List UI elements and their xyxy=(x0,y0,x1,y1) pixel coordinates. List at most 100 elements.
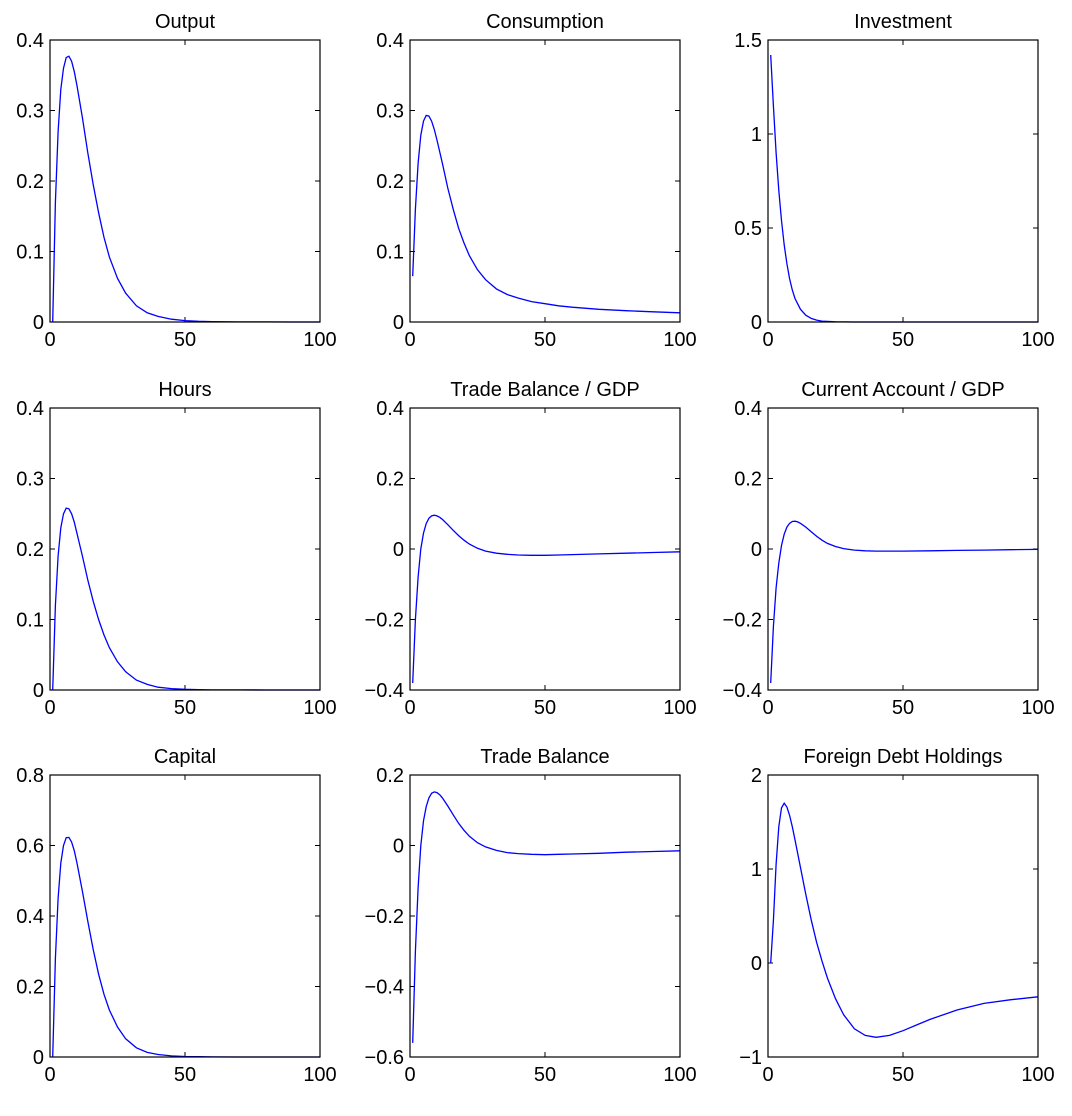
series-line xyxy=(770,54,1038,323)
y-tick-label: 0.2 xyxy=(376,765,404,787)
y-tick-label: 0.3 xyxy=(16,101,44,123)
y-tick-label: 0.4 xyxy=(376,30,404,52)
x-tick-label: 100 xyxy=(1021,697,1054,719)
y-tick-label: −0.6 xyxy=(365,1047,404,1069)
x-tick-label: 100 xyxy=(663,1064,696,1086)
series-line xyxy=(770,520,1039,684)
y-tick-label: 0.1 xyxy=(16,610,44,632)
y-tick-label: 0 xyxy=(33,1047,44,1069)
y-tick-label: 0.4 xyxy=(734,398,762,420)
y-tick-label: 0.2 xyxy=(16,977,44,999)
y-tick-label: 0.5 xyxy=(734,218,762,240)
axes-frame xyxy=(767,774,1039,1058)
panel-5: Trade Balance / GDP 0 50 100 −0.4 −0.2 0 0.2 0.4 xyxy=(365,379,697,719)
axes-frame xyxy=(767,407,1039,691)
axes-frame xyxy=(49,774,321,1058)
y-tick-label: 0 xyxy=(33,312,44,334)
panel-title: Investment xyxy=(854,11,952,33)
y-tick-label: 0.2 xyxy=(376,171,404,193)
x-tick-label: 0 xyxy=(762,697,773,719)
y-tick-label: 0 xyxy=(393,539,404,561)
y-tick-label: 0 xyxy=(393,312,404,334)
series-line xyxy=(412,791,681,1043)
panel-title: Trade Balance xyxy=(480,746,609,768)
y-tick-label: 0.4 xyxy=(16,398,44,420)
y-tick-label: 0 xyxy=(751,953,762,975)
panel-2: Consumption 0 50 100 0 0.1 0.2 0.3 0.4 xyxy=(376,11,697,351)
y-tick-label: 0.2 xyxy=(734,469,762,491)
y-tick-label: 0 xyxy=(33,680,44,702)
x-tick-label: 100 xyxy=(663,697,696,719)
series-line xyxy=(770,801,1039,1038)
x-tick-label: 100 xyxy=(1021,329,1054,351)
panel-title: Foreign Debt Holdings xyxy=(804,746,1003,768)
y-tick-label: 0.2 xyxy=(376,469,404,491)
axes-frame xyxy=(409,39,681,323)
y-tick-label: −0.2 xyxy=(723,610,762,632)
x-tick-label: 0 xyxy=(44,697,55,719)
x-tick-label: 100 xyxy=(303,697,336,719)
y-tick-label: 0.4 xyxy=(16,906,44,928)
y-tick-label: 0.2 xyxy=(16,539,44,561)
y-tick-label: −0.4 xyxy=(723,680,762,702)
y-tick-label: 0 xyxy=(393,836,404,858)
x-tick-label: 100 xyxy=(663,329,696,351)
y-tick-label: 2 xyxy=(751,765,762,787)
panel-3: Investment 0 50 100 0 0.5 1 1.5 xyxy=(734,11,1055,351)
x-tick-label: 50 xyxy=(174,1064,196,1086)
panel-title: Consumption xyxy=(486,11,604,33)
series-line xyxy=(412,514,681,684)
x-tick-label: 0 xyxy=(404,1064,415,1086)
y-tick-label: 0.6 xyxy=(16,836,44,858)
y-tick-label: 0.1 xyxy=(376,242,404,264)
series-line xyxy=(412,114,681,314)
axes-frame xyxy=(49,407,321,691)
y-tick-label: 0.2 xyxy=(16,171,44,193)
x-tick-label: 50 xyxy=(892,697,914,719)
y-tick-label: −0.4 xyxy=(365,680,404,702)
panel-1: Output 0 50 100 0 0.1 0.2 0.3 0.4 xyxy=(16,11,337,351)
y-tick-label: −0.2 xyxy=(365,906,404,928)
panel-6: Current Account / GDP 0 50 100 −0.4 −0.2 0 0.2 0… xyxy=(723,379,1055,719)
y-tick-label: −0.4 xyxy=(365,977,404,999)
y-tick-label: 0.3 xyxy=(376,101,404,123)
y-tick-label: 1.5 xyxy=(734,30,762,52)
x-tick-label: 0 xyxy=(762,1064,773,1086)
x-tick-label: 100 xyxy=(303,329,336,351)
series-line xyxy=(52,836,320,1058)
panel-title: Trade Balance / GDP xyxy=(450,379,639,401)
panel-title: Output xyxy=(155,11,215,33)
x-tick-label: 0 xyxy=(762,329,773,351)
axes-frame xyxy=(409,774,681,1058)
y-tick-label: 1 xyxy=(751,859,762,881)
panel-title: Hours xyxy=(158,379,211,401)
axes-frame xyxy=(409,407,681,691)
x-tick-label: 50 xyxy=(174,329,196,351)
y-tick-label: −0.2 xyxy=(365,610,404,632)
panel-title: Current Account / GDP xyxy=(801,379,1004,401)
panel-8: Trade Balance 0 50 100 −0.6 −0.4 −0.2 0 0.2 xyxy=(365,746,697,1086)
y-tick-label: 0 xyxy=(751,539,762,561)
panel-title: Capital xyxy=(154,746,216,768)
axes-frame xyxy=(49,39,321,323)
y-tick-label: 0.4 xyxy=(376,398,404,420)
x-tick-label: 50 xyxy=(174,697,196,719)
panel-4: Hours 0 50 100 0 0.1 0.2 0.3 0.4 xyxy=(16,379,337,719)
x-tick-label: 50 xyxy=(892,329,914,351)
x-tick-label: 50 xyxy=(892,1064,914,1086)
y-tick-label: 0.3 xyxy=(16,469,44,491)
y-tick-label: 0 xyxy=(751,312,762,334)
y-tick-label: 0.8 xyxy=(16,765,44,787)
x-tick-label: 0 xyxy=(404,329,415,351)
series-line xyxy=(52,507,320,691)
x-tick-label: 0 xyxy=(44,1064,55,1086)
axes-frame xyxy=(767,39,1039,323)
x-tick-label: 100 xyxy=(303,1064,336,1086)
panel-7: Capital 0 50 100 0 0.2 0.4 0.6 0.8 xyxy=(16,746,337,1086)
y-tick-label: 0.1 xyxy=(16,242,44,264)
y-tick-label: 1 xyxy=(751,124,762,146)
series-line xyxy=(52,55,320,323)
x-tick-label: 0 xyxy=(44,329,55,351)
